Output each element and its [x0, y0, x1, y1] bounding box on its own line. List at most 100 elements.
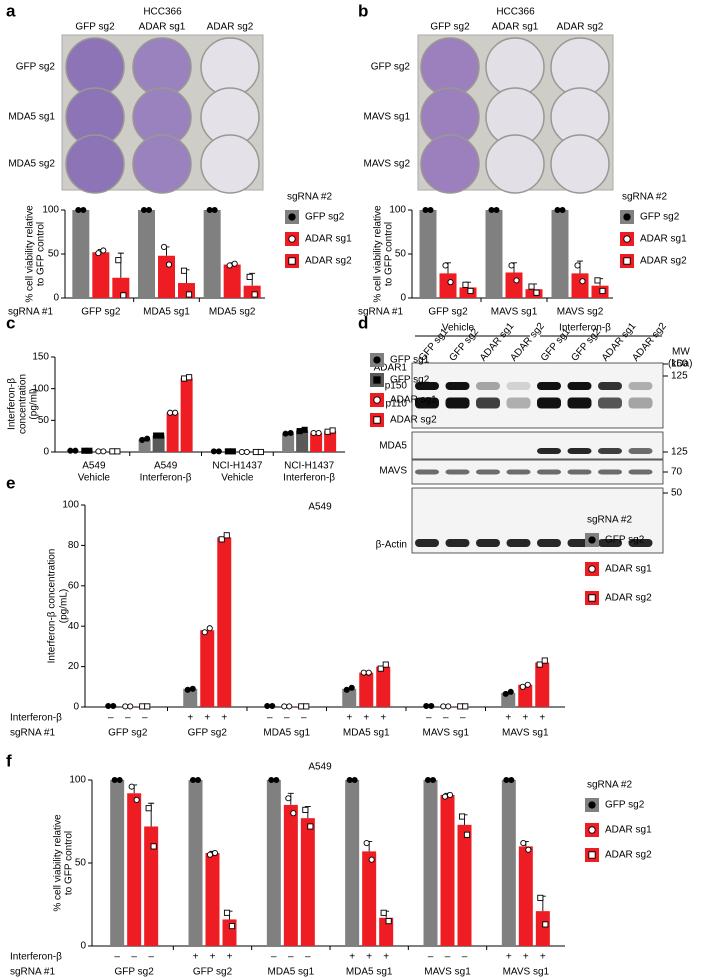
x-tick-label: GFP sg2 — [428, 307, 468, 318]
legend-marker — [623, 213, 631, 221]
blot-band — [628, 448, 653, 454]
y-tick-label: 100 — [389, 205, 406, 216]
treatment-label: + — [523, 952, 529, 963]
blot-band — [598, 469, 622, 475]
blot-band — [567, 382, 592, 390]
x-tick-label: A549 — [82, 461, 106, 472]
error-bar — [117, 252, 124, 278]
y-tick-label: 0 — [400, 293, 406, 304]
legend-title: sgRNA #2 — [622, 192, 667, 203]
treatment-label: – — [428, 952, 434, 963]
blot-band — [628, 397, 653, 409]
bar — [300, 818, 315, 946]
data-point — [528, 283, 535, 290]
data-point — [229, 448, 236, 455]
mw-label: 125 — [671, 447, 688, 458]
x-tick-label: MAVS sg1 — [502, 728, 549, 739]
bar — [223, 264, 241, 298]
blot-band — [445, 469, 470, 475]
legend-label: GFP sg2 — [640, 212, 680, 223]
bar — [440, 794, 455, 946]
x-tick-label: MDA5 sg1 — [346, 967, 393, 978]
data-point — [302, 806, 309, 813]
treatment-label: – — [443, 713, 449, 724]
x-tick-label: MAVS sg1 — [423, 728, 470, 739]
data-point — [80, 206, 87, 214]
blot-band — [445, 382, 470, 390]
treatment-label: – — [131, 952, 137, 963]
blot-band — [537, 397, 561, 409]
treatment-label: + — [540, 952, 546, 963]
x-tick-label: MAVS sg1 — [503, 967, 550, 978]
treatment-label: + — [221, 713, 227, 724]
blot-band — [567, 469, 592, 475]
x-tick-label: GFP sg2 — [115, 967, 155, 978]
data-point — [502, 690, 509, 697]
data-point — [268, 776, 275, 784]
blot-label: p150 — [385, 381, 408, 392]
data-point — [525, 846, 532, 853]
data-point — [185, 291, 193, 298]
legend-label: ADAR sg1 — [390, 395, 437, 406]
treatment-label: + — [505, 713, 511, 724]
x-tick-label: MDA5 sg2 — [209, 307, 256, 318]
panel-letter: d — [358, 313, 368, 332]
blot-band — [628, 539, 653, 547]
treatment-label: + — [210, 952, 216, 963]
panel-letter: b — [358, 1, 368, 20]
bar — [345, 780, 360, 946]
chart-title: A549 — [308, 762, 332, 773]
legend-marker — [588, 801, 596, 809]
data-point — [524, 681, 531, 688]
bar — [485, 210, 503, 298]
plate-title: HCC366 — [143, 7, 182, 18]
legend-marker — [373, 396, 381, 404]
data-point — [105, 702, 112, 710]
data-point — [559, 206, 566, 214]
y-axis-label: (pg/ml) — [29, 388, 40, 419]
legend-title: sgRNA #2 — [587, 780, 632, 791]
row-label: sgRNA #1 — [10, 728, 55, 739]
data-point — [324, 428, 331, 435]
data-point — [150, 843, 157, 850]
data-point — [72, 447, 79, 454]
legend-marker — [373, 376, 381, 384]
data-point — [447, 279, 454, 286]
y-axis-label: to GFP control — [36, 222, 47, 286]
data-point — [86, 447, 93, 454]
x-tick-label: MDA5 sg1 — [267, 967, 314, 978]
legend-label: ADAR sg1 — [305, 234, 352, 245]
blot-band — [567, 397, 592, 409]
data-point — [441, 793, 449, 800]
bar — [180, 377, 193, 452]
treatment-label: + — [539, 713, 545, 724]
bar — [535, 662, 550, 707]
data-point — [122, 703, 129, 710]
data-point — [281, 703, 288, 710]
data-point — [100, 247, 107, 254]
data-point — [133, 796, 140, 803]
legend-marker — [373, 356, 381, 364]
data-point — [211, 206, 218, 214]
bar — [342, 688, 357, 707]
bar — [152, 435, 165, 452]
data-point — [301, 426, 308, 433]
bar — [266, 780, 281, 946]
x-tick-label: MDA5 sg1 — [343, 728, 390, 739]
data-point — [428, 702, 435, 710]
data-point — [599, 287, 606, 295]
data-point — [273, 776, 280, 784]
bar — [376, 666, 391, 707]
blot-band — [476, 397, 500, 409]
y-tick-label: 100 — [62, 500, 79, 511]
data-point — [446, 791, 454, 798]
bar — [72, 210, 90, 298]
data-point — [243, 448, 250, 456]
x-tick-label: Interferon-β — [283, 473, 335, 484]
data-point — [257, 448, 264, 456]
row-label: sgRNA #1 — [8, 307, 53, 318]
bar — [217, 537, 232, 707]
data-point — [329, 427, 336, 434]
treatment-label: + — [366, 952, 372, 963]
data-point — [75, 206, 82, 214]
